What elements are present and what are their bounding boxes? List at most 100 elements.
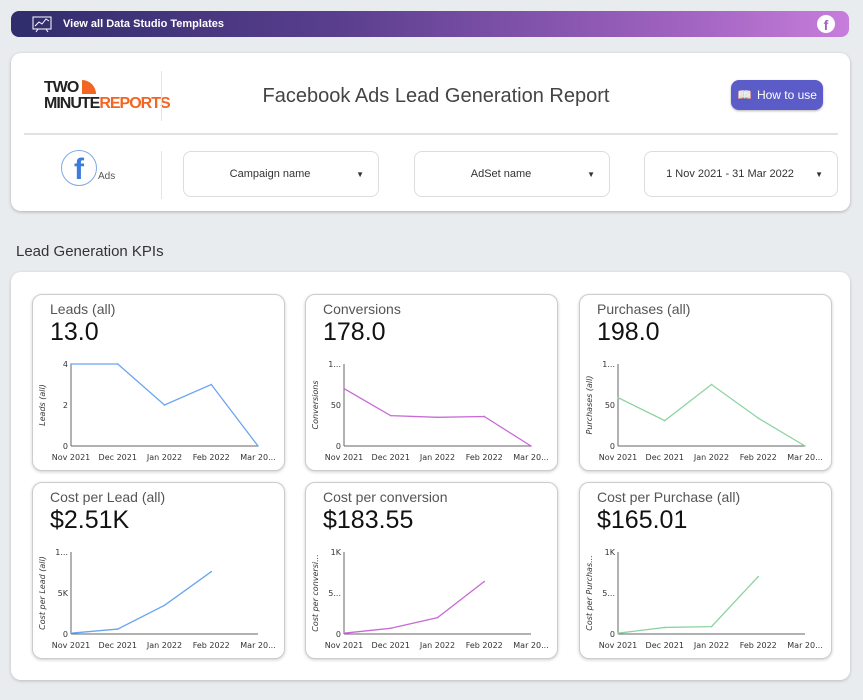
kpi-card: Purchases (all) 198.0 0 50 1... Nov 2021 Dec 2…	[579, 294, 832, 471]
data-point	[116, 363, 119, 365]
kpi-card: Leads (all) 13.0 0 2 4 Nov 2021 Dec 2021 Jan 20…	[32, 294, 285, 471]
x-tick-label: Feb 2022	[740, 641, 777, 650]
kpi-value: $165.01	[597, 506, 688, 534]
data-point	[710, 625, 713, 628]
x-tick-label: Nov 2021	[325, 641, 364, 650]
y-tick-label: 0	[63, 630, 68, 639]
data-point	[804, 445, 806, 447]
y-axis-label: Cost per Purchas...	[585, 555, 594, 631]
x-tick-label: Mar 20...	[240, 453, 275, 462]
x-tick-label: Nov 2021	[52, 453, 91, 462]
kpi-value: 198.0	[597, 318, 660, 346]
x-tick-label: Mar 20...	[513, 453, 548, 462]
y-tick-label: 50	[331, 401, 341, 410]
data-point	[163, 604, 166, 607]
data-point	[617, 632, 619, 634]
x-tick-label: Feb 2022	[193, 453, 230, 462]
data-point	[663, 626, 666, 629]
data-point	[389, 414, 392, 417]
logo-line1: TWO	[44, 79, 79, 96]
dropdown-label: Campaign name	[229, 168, 311, 180]
y-tick-label: 5...	[602, 589, 615, 598]
y-tick-label: 1K	[331, 548, 342, 557]
x-tick-label: Nov 2021	[599, 641, 638, 650]
y-axis-label: Cost per conversi...	[311, 554, 320, 632]
report-header: TWO MINUTEREPORTS Facebook Ads Lead Gene…	[11, 53, 850, 211]
y-tick-label: 4	[63, 360, 68, 369]
x-tick-label: Jan 2022	[146, 453, 182, 462]
how-to-use-label: How to use	[756, 88, 817, 102]
x-tick-label: Jan 2022	[146, 641, 182, 650]
x-tick-label: Feb 2022	[740, 453, 777, 462]
kpi-title: Purchases (all)	[597, 301, 691, 317]
data-point	[116, 628, 119, 630]
dropdown-label: 1 Nov 2021 - 31 Mar 2022	[666, 168, 794, 180]
data-point	[343, 387, 345, 390]
data-point	[163, 404, 166, 406]
date-range-picker[interactable]: 1 Nov 2021 - 31 Mar 2022 ▼	[644, 151, 838, 197]
x-tick-label: Jan 2022	[419, 453, 455, 462]
x-tick-label: Dec 2021	[99, 641, 137, 650]
data-point	[257, 445, 259, 447]
x-tick-label: Feb 2022	[193, 641, 230, 650]
banner-link[interactable]: View all Data Studio Templates	[63, 18, 224, 30]
kpi-title: Cost per conversion	[323, 489, 448, 505]
campaign-name-dropdown[interactable]: Campaign name ▼	[183, 151, 379, 197]
section-title: Lead Generation KPIs	[16, 243, 164, 260]
data-point	[757, 417, 760, 419]
templates-banner[interactable]: View all Data Studio Templates f	[11, 11, 849, 37]
x-tick-label: Mar 20...	[513, 641, 548, 650]
caret-down-icon: ▼	[356, 169, 364, 179]
data-point	[483, 415, 486, 418]
y-tick-label: 0	[336, 630, 341, 639]
series-line	[343, 581, 485, 634]
adset-name-dropdown[interactable]: AdSet name ▼	[414, 151, 610, 197]
data-point	[757, 575, 760, 578]
kpi-line-chart: 0 5... 1K Nov 2021 Dec 2021 Jan 2022 Feb 2022 M…	[311, 548, 549, 650]
y-tick-label: 0	[63, 442, 68, 451]
y-tick-label: 5...	[328, 589, 341, 598]
divider	[24, 133, 838, 135]
data-point	[436, 416, 439, 419]
two-minute-reports-logo: TWO MINUTEREPORTS	[44, 79, 171, 112]
data-point	[343, 632, 345, 634]
divider	[161, 151, 162, 199]
x-tick-label: Dec 2021	[99, 453, 137, 462]
data-point	[389, 627, 392, 630]
divider	[161, 71, 162, 121]
x-tick-label: Dec 2021	[372, 453, 410, 462]
data-point	[436, 616, 439, 619]
x-tick-label: Jan 2022	[693, 453, 729, 462]
data-point	[530, 445, 532, 447]
kpi-card: Cost per Purchase (all) $165.01 0 5... 1K Nov…	[579, 482, 832, 659]
y-axis-label: Leads (all)	[38, 384, 47, 426]
kpi-line-chart: 0 50 1... Nov 2021 Dec 2021 Jan 2022 Feb 2022 M…	[311, 360, 549, 462]
data-point	[210, 383, 213, 386]
facebook-icon[interactable]: f	[817, 15, 835, 33]
caret-down-icon: ▼	[815, 169, 823, 179]
x-tick-label: Mar 20...	[787, 453, 822, 462]
kpi-line-chart: 0 2 4 Nov 2021 Dec 2021 Jan 2022 Feb 2022 Mar 2…	[38, 360, 276, 462]
data-point	[710, 383, 713, 386]
y-tick-label: 5K	[58, 589, 69, 598]
x-tick-label: Jan 2022	[693, 641, 729, 650]
x-tick-label: Feb 2022	[466, 453, 503, 462]
y-tick-label: 1...	[55, 548, 68, 557]
kpi-card: Conversions 178.0 0 50 1... Nov 2021 Dec 2021 J…	[305, 294, 558, 471]
y-axis-label: Purchases (all)	[585, 376, 594, 435]
how-to-use-button[interactable]: 📖 How to use	[731, 80, 823, 110]
y-axis-label: Conversions	[311, 380, 320, 429]
data-point	[483, 580, 486, 583]
kpi-line-chart: 0 50 1... Nov 2021 Dec 2021 Jan 2022 Feb 2022 M…	[585, 360, 823, 462]
x-tick-label: Dec 2021	[646, 641, 684, 650]
kpi-title: Conversions	[323, 301, 401, 317]
y-axis-label: Cost per Lead (all)	[38, 556, 47, 630]
kpi-value: 13.0	[50, 318, 99, 346]
x-tick-label: Dec 2021	[372, 641, 410, 650]
y-tick-label: 0	[610, 630, 615, 639]
x-tick-label: Nov 2021	[52, 641, 91, 650]
kpi-value: $183.55	[323, 506, 414, 534]
kpi-card: Cost per conversion $183.55 0 5... 1K Nov 202…	[305, 482, 558, 659]
logo-line2a: MINUTE	[44, 95, 100, 112]
page-title: Facebook Ads Lead Generation Report	[262, 85, 610, 107]
